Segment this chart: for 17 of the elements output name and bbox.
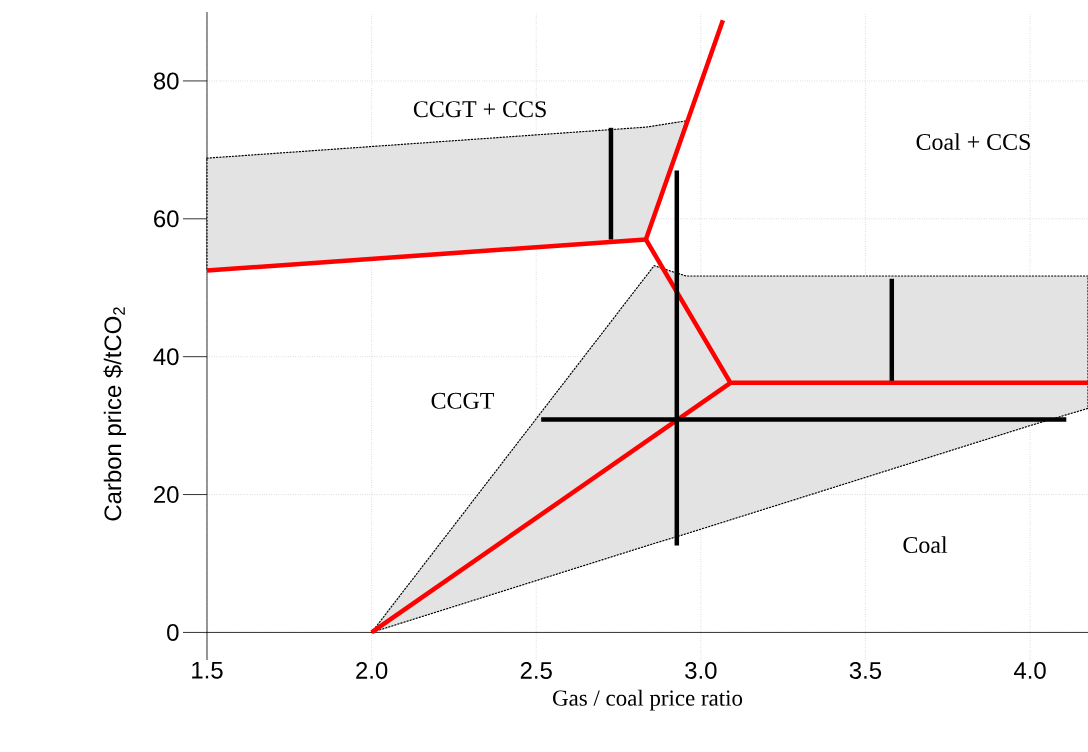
y-tick-label: 40 — [153, 348, 179, 366]
x-tick-label: 2.0 — [356, 661, 388, 679]
annotation: CCGT — [431, 392, 494, 409]
x-tick-label: 1.5 — [192, 661, 223, 679]
x-tick-label: 2.5 — [520, 661, 552, 679]
annotation: Coal — [903, 536, 948, 554]
annotation: CCGT + CCS — [413, 101, 546, 118]
x-tick-label: 3.0 — [685, 661, 717, 679]
y-tick-label: 80 — [153, 72, 179, 90]
x-tick-label: 3.5 — [849, 661, 882, 679]
annotation: Coal + CCS — [916, 133, 1030, 151]
x-tick-label: 4.0 — [1013, 661, 1046, 679]
x-axis-title: Gas / coal price ratio — [553, 689, 743, 711]
y-tick-label: 20 — [154, 486, 179, 504]
y-tick-label: 60 — [154, 210, 179, 228]
y-axis-title: Carbon price $/tCO$_{2}$ — [103, 307, 127, 521]
y-tick-label: 0 — [167, 623, 179, 641]
